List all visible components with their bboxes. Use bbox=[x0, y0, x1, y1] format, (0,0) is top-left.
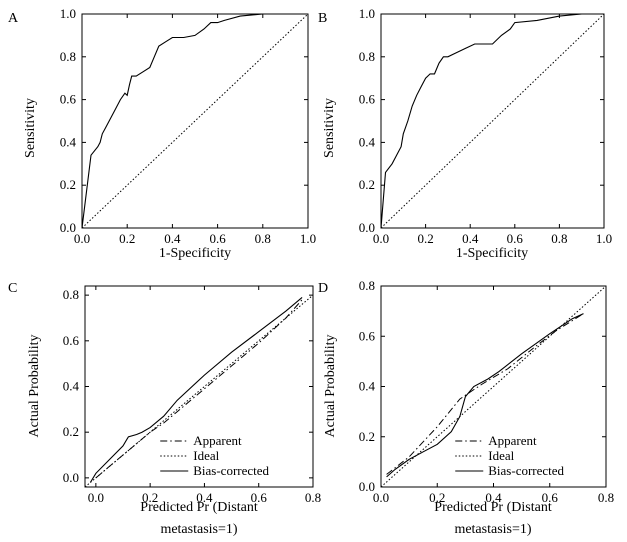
chart-d-y-tick-label: 0.0 bbox=[359, 479, 375, 494]
chart-b-x-tick-label: 0.6 bbox=[507, 231, 524, 246]
chart-a-plot-frame bbox=[81, 13, 309, 229]
chart-b-series-dotted-line bbox=[381, 14, 604, 228]
chart-b: B 0.0 0.2 0.4 0.6 0.8 1.0 0.0 0.2 0.4 0.6 0.8 1.0 1-S… bbox=[318, 6, 612, 261]
chart-b-y-tick-label: 0.8 bbox=[359, 49, 375, 64]
chart-a-x-tick-label: 0.4 bbox=[164, 231, 181, 246]
chart-b-x-tick-label: 0.8 bbox=[551, 231, 567, 246]
chart-d-x-tick-label: 0.4 bbox=[485, 490, 502, 505]
chart-d-y-tick-label: 0.6 bbox=[359, 328, 376, 343]
chart-a-y-axis-title: Sensitivity bbox=[23, 98, 38, 158]
chart-d-x-axis-title-line2: metastasis=1) bbox=[454, 522, 531, 537]
chart-d-x-tick-label: 0.8 bbox=[598, 490, 614, 505]
chart-a-y-tick-label: 0.2 bbox=[60, 177, 76, 192]
chart-c-y-tick-label: 0.6 bbox=[63, 333, 80, 348]
chart-b-y-tick-label: 1.0 bbox=[359, 6, 375, 21]
chart-a-y-tick-label: 0.0 bbox=[60, 220, 76, 235]
chart-c-x-tick-label: 0.2 bbox=[142, 490, 158, 505]
chart-d-x-axis-title: Predicted Pr (Distant bbox=[434, 500, 552, 515]
chart-b-x-tick-label: 0.2 bbox=[417, 231, 433, 246]
chart-b-y-axis-title: Sensitivity bbox=[322, 98, 337, 158]
chart-d-series-bias-corrected bbox=[386, 313, 584, 478]
chart-a-panel-letter: A bbox=[8, 11, 19, 26]
chart-d-y-tick-label: 0.4 bbox=[359, 379, 376, 394]
chart-d-panel-letter: D bbox=[318, 281, 328, 296]
chart-b-y-tick-label: 0.2 bbox=[359, 177, 375, 192]
chart-b-y-tick-label: 0.6 bbox=[359, 92, 376, 107]
chart-c-legend-label: Ideal bbox=[193, 448, 219, 463]
chart-a-series-dotted-line bbox=[82, 14, 308, 228]
chart-b-x-tick-label: 1.0 bbox=[596, 231, 612, 246]
chart-a-y-tick-label: 1.0 bbox=[60, 6, 76, 21]
chart-d-legend-label: Bias-corrected bbox=[488, 463, 564, 478]
chart-c-y-tick-label: 0.2 bbox=[63, 424, 79, 439]
chart-a-x-tick-label: 0.0 bbox=[74, 231, 90, 246]
chart-a-x-tick-label: 0.6 bbox=[209, 231, 226, 246]
chart-c-y-tick-label: 0.0 bbox=[63, 470, 79, 485]
chart-d-legend-label: Apparent bbox=[488, 433, 537, 448]
chart-d-series-ideal bbox=[381, 286, 606, 487]
chart-b-panel-letter: B bbox=[318, 11, 327, 26]
chart-a-y-tick-label: 0.8 bbox=[60, 49, 76, 64]
chart-d-y-tick-label: 0.2 bbox=[359, 429, 375, 444]
chart-d-y-axis-title: Actual Probability bbox=[323, 334, 338, 437]
chart-c-legend-label: Apparent bbox=[193, 433, 242, 448]
chart-c-series-ideal bbox=[85, 294, 313, 487]
chart-b-plot-frame bbox=[380, 13, 605, 229]
chart-c-panel-letter: C bbox=[8, 281, 17, 296]
chart-a-x-tick-label: 1.0 bbox=[300, 231, 316, 246]
chart-a: A 0.0 0.2 0.4 0.6 0.8 1.0 0.0 0.2 0.4 0.6 0.8 1.0 1-S… bbox=[8, 6, 316, 261]
chart-c-x-tick-label: 0.8 bbox=[305, 490, 321, 505]
chart-d-legend-label: Ideal bbox=[488, 448, 514, 463]
chart-c-y-tick-label: 0.8 bbox=[63, 287, 79, 302]
chart-a-x-axis-title: 1-Specificity bbox=[159, 246, 231, 261]
chart-a-y-tick-label: 0.4 bbox=[60, 134, 77, 149]
chart-c-x-tick-label: 0.4 bbox=[196, 490, 213, 505]
chart-c-legend-label: Bias-corrected bbox=[193, 463, 269, 478]
chart-c: C 0.0 0.2 0.4 0.6 0.8 0.0 0.2 0.4 0.6 0.8 Predicted… bbox=[8, 281, 321, 537]
chart-c-x-tick-label: 0.6 bbox=[251, 490, 268, 505]
chart-a-x-tick-label: 0.8 bbox=[255, 231, 271, 246]
chart-c-x-tick-label: 0.0 bbox=[88, 490, 104, 505]
chart-d-x-tick-label: 0.6 bbox=[542, 490, 559, 505]
chart-a-y-tick-label: 0.6 bbox=[60, 92, 77, 107]
chart-c-x-axis-title-line2: metastasis=1) bbox=[160, 522, 237, 537]
chart-c-series-bias-corrected bbox=[89, 296, 303, 483]
chart-c-x-axis-title: Predicted Pr (Distant bbox=[140, 500, 258, 515]
chart-b-series-solid-line bbox=[381, 14, 604, 228]
chart-d-x-tick-label: 0.0 bbox=[373, 490, 389, 505]
chart-b-x-axis-title: 1-Specificity bbox=[456, 246, 528, 261]
chart-b-x-tick-label: 0.0 bbox=[373, 231, 389, 246]
chart-a-x-tick-label: 0.2 bbox=[119, 231, 135, 246]
chart-d: D 0.0 0.2 0.4 0.6 0.8 0.0 0.2 0.4 0.6 0.8 Predicted… bbox=[318, 278, 614, 537]
chart-d-y-tick-label: 0.8 bbox=[359, 278, 375, 293]
chart-d-series-apparent bbox=[386, 313, 584, 475]
chart-c-y-tick-label: 0.4 bbox=[63, 379, 80, 394]
chart-c-y-axis-title: Actual Probability bbox=[27, 334, 42, 437]
chart-d-x-tick-label: 0.2 bbox=[429, 490, 445, 505]
chart-b-y-tick-label: 0.4 bbox=[359, 134, 376, 149]
chart-a-series-solid-line bbox=[82, 14, 308, 228]
chart-b-y-tick-label: 0.0 bbox=[359, 220, 375, 235]
chart-b-x-tick-label: 0.4 bbox=[462, 231, 479, 246]
